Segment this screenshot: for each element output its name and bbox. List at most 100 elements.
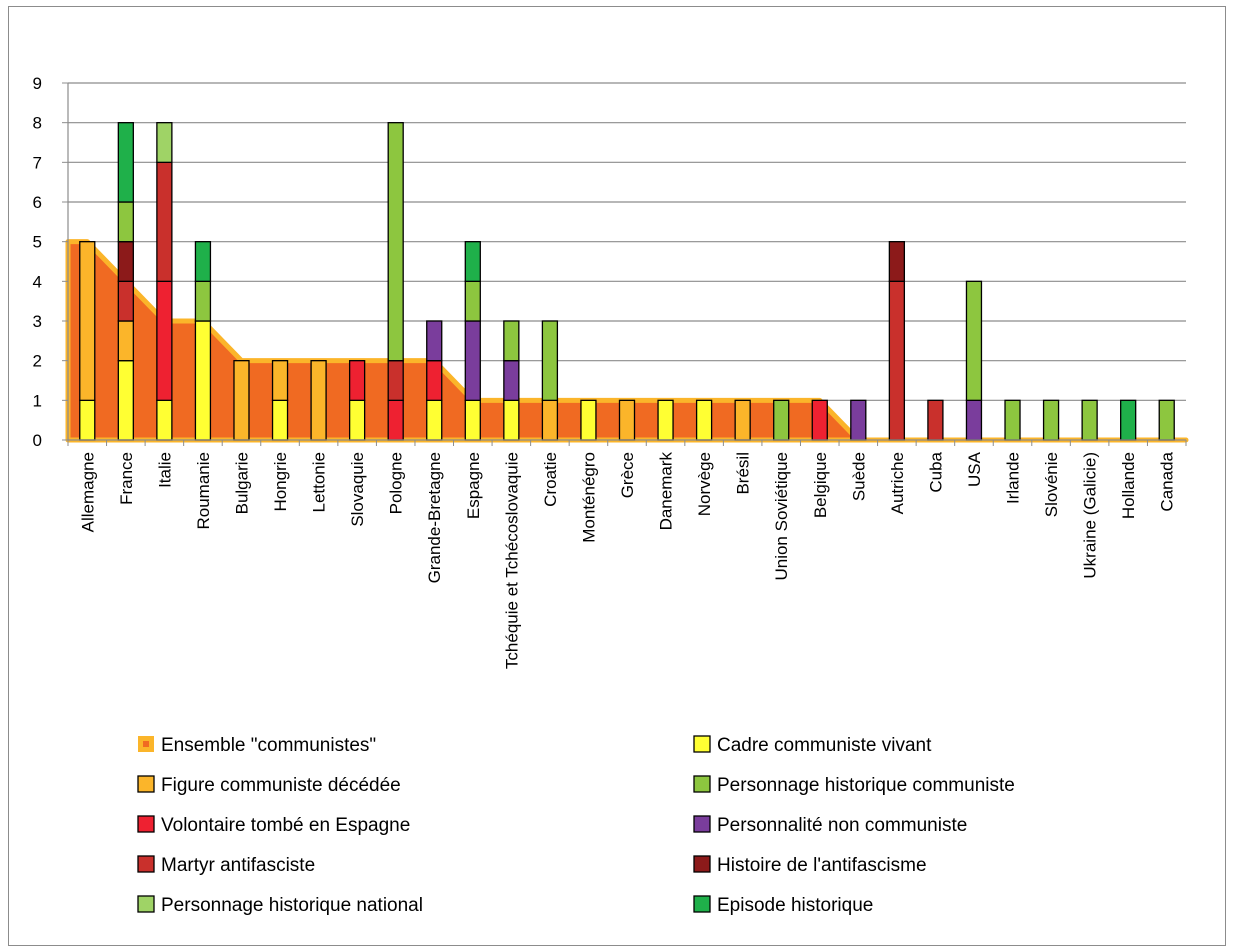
y-tick-label: 4 <box>33 272 42 291</box>
bar-segment <box>156 399 173 441</box>
grid-layer <box>68 82 1186 401</box>
legend-swatch <box>693 895 711 913</box>
legend-label: Figure communiste décédée <box>161 775 401 796</box>
y-tick-label: 1 <box>33 391 42 410</box>
bar-segment <box>850 399 867 441</box>
bar-segment <box>541 399 559 441</box>
bar-segment <box>194 320 212 441</box>
bar-segment <box>348 360 366 401</box>
x-tick-label: Cuba <box>926 451 945 492</box>
bar-segment <box>310 360 327 441</box>
x-tick-label: Croatie <box>541 452 560 507</box>
x-tick-label: Monténégro <box>579 452 598 543</box>
x-tick-label: Lettonie <box>310 452 329 513</box>
x-tick-label: Suède <box>849 452 868 501</box>
x-tick-label: Allemagne <box>78 452 97 532</box>
bar-segment <box>580 399 597 441</box>
y-tick-label: 0 <box>33 431 42 450</box>
bar-segment <box>117 320 134 362</box>
bar-segment <box>657 399 674 441</box>
legend-swatch <box>137 815 155 833</box>
x-tick-label: Italie <box>155 452 174 488</box>
legend-label: Personnalité non communiste <box>717 815 967 836</box>
legend-label: Episode historique <box>717 895 873 916</box>
bar-segment <box>811 399 828 441</box>
bar-segment <box>79 241 96 401</box>
y-tick-label: 8 <box>33 114 42 133</box>
bar-segment <box>79 399 96 441</box>
bar-segment <box>464 399 481 441</box>
bar-segment <box>426 360 443 401</box>
x-tick-label: Brésil <box>734 452 753 495</box>
bar-segment <box>387 122 404 362</box>
legend-swatch <box>693 735 711 753</box>
bar-segment <box>503 399 520 441</box>
legend-label: Cadre communiste vivant <box>717 735 932 756</box>
bar-segment <box>464 280 481 322</box>
bar-segment <box>117 360 134 441</box>
x-tick-label: Grèce <box>618 452 637 498</box>
legend-swatch <box>693 815 711 833</box>
bar-segment <box>888 241 906 282</box>
bar-segment <box>117 280 134 322</box>
legend-swatch <box>693 855 711 873</box>
x-tick-label: Hongrie <box>271 452 290 512</box>
legend-label: Personnage historique communiste <box>717 775 1015 796</box>
x-tick-label: France <box>117 452 136 505</box>
bar-segment <box>117 201 134 243</box>
legend-swatch <box>137 775 155 793</box>
bar-segment <box>271 399 289 441</box>
bar-segment <box>271 360 289 401</box>
bar-segment <box>1120 399 1137 441</box>
x-tick-label: Bulgarie <box>232 452 251 514</box>
y-tick-label: 5 <box>33 233 42 252</box>
bar-segment <box>965 280 983 401</box>
legend-label: Personnage historique national <box>161 895 423 916</box>
x-tick-label: Tchéquie et Tchécoslovaquie <box>502 452 521 669</box>
bar-segment <box>464 320 481 401</box>
bar-segment <box>1004 399 1021 441</box>
axis-layer: 0 1 2 3 4 5 6 7 8 9 Allemagne France Italie Roumanie B… <box>33 74 1187 669</box>
bar-segment <box>117 122 134 203</box>
legend-swatch <box>137 895 155 913</box>
legend-label: Martyr antifasciste <box>161 855 315 876</box>
bar-segment <box>156 161 173 282</box>
legend-label: Histoire de l'antifascisme <box>717 855 927 876</box>
y-tick-label: 7 <box>33 153 42 172</box>
bar-segment <box>888 280 906 441</box>
x-tick-label: Hollande <box>1119 452 1138 519</box>
x-tick-label: Autriche <box>888 452 907 514</box>
bar-segment <box>503 320 520 362</box>
bar-segment <box>464 241 481 282</box>
legend-swatch <box>693 775 711 793</box>
bar-segment <box>503 360 520 401</box>
x-tick-label: Irlande <box>1004 452 1023 504</box>
bar-segment <box>541 320 559 401</box>
bar-segment <box>965 399 983 441</box>
x-tick-label: Norvège <box>695 452 714 516</box>
bar-segment <box>734 399 751 441</box>
legend-label: Ensemble "communistes" <box>161 735 376 756</box>
x-tick-label: Canada <box>1158 451 1177 511</box>
bar-segment <box>233 360 250 441</box>
legend-label: Volontaire tombé en Espagne <box>161 815 410 836</box>
bar-segment <box>194 241 212 282</box>
bar-segment <box>1081 399 1098 441</box>
x-tick-label: Belgique <box>811 452 830 518</box>
bar-segment <box>1158 399 1175 441</box>
y-tick-label: 3 <box>33 312 42 331</box>
bar-segment <box>156 280 173 401</box>
bar-segment <box>117 241 134 282</box>
y-tick-label: 6 <box>33 193 42 212</box>
bar-segment <box>426 320 443 362</box>
bar-segment <box>348 399 366 441</box>
bar-segment <box>695 399 713 441</box>
bar-segment <box>387 360 404 401</box>
y-tick-label: 2 <box>33 352 42 371</box>
bar-segment <box>773 399 790 441</box>
bar-segment <box>194 280 212 322</box>
x-tick-label: Ukraine (Galicie) <box>1081 452 1100 579</box>
bar-segment <box>618 399 636 441</box>
x-tick-label: Roumanie <box>194 452 213 530</box>
